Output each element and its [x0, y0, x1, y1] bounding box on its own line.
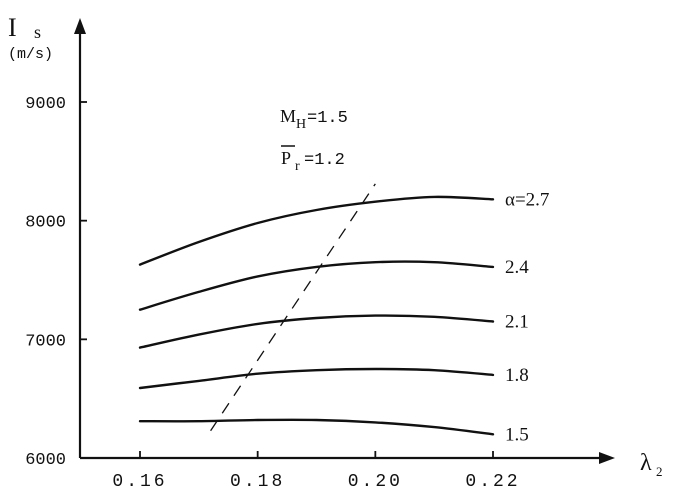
x-tick-label: 0.18 — [230, 472, 285, 492]
y-tick-label: 9000 — [25, 95, 66, 114]
y-axis-subscript: s — [34, 22, 41, 42]
series-label: 2.4 — [505, 257, 529, 278]
optimum-dashed-line — [210, 183, 376, 432]
y-axis-symbol: I — [8, 13, 17, 42]
y-axis-arrow — [74, 18, 86, 34]
pressure-subscript: r — [295, 159, 300, 174]
x-axis-symbol: λ — [640, 450, 652, 476]
axis-ticks: 6000 7000 8000 9000 0.16 0.18 0.20 0.22 — [25, 95, 520, 492]
mach-symbol: M — [280, 106, 296, 126]
x-tick-label: 0.16 — [112, 472, 167, 492]
y-tick-label: 8000 — [25, 214, 66, 233]
x-tick-label: 0.20 — [348, 472, 403, 492]
x-axis-arrow — [599, 452, 615, 464]
mach-subscript: H — [296, 117, 306, 132]
mach-value: =1.5 — [307, 109, 348, 128]
x-tick-label: 0.22 — [465, 472, 520, 492]
pressure-annotation: P r =1.2 — [281, 145, 345, 174]
series-curves — [138, 183, 495, 436]
series-line — [138, 314, 495, 349]
series-label: 2.1 — [505, 312, 529, 333]
x-axis-subscript: 2 — [656, 464, 663, 479]
pressure-symbol: P — [281, 148, 291, 168]
y-tick-label: 7000 — [25, 332, 66, 351]
axes — [74, 18, 615, 464]
y-axis-unit: (m/s) — [8, 46, 53, 63]
series-line — [138, 260, 495, 311]
mach-annotation: M H =1.5 — [280, 106, 348, 132]
series-line — [138, 418, 495, 436]
y-tick-label: 6000 — [25, 451, 66, 470]
series-labels: α=2.7 2.4 2.1 1.8 1.5 — [505, 189, 549, 445]
series-label: 1.8 — [505, 365, 529, 386]
series-label: 1.5 — [505, 424, 529, 445]
pressure-value: =1.2 — [304, 151, 345, 170]
series-label: α=2.7 — [505, 189, 549, 210]
series-line — [138, 367, 495, 390]
series-line — [138, 195, 495, 266]
